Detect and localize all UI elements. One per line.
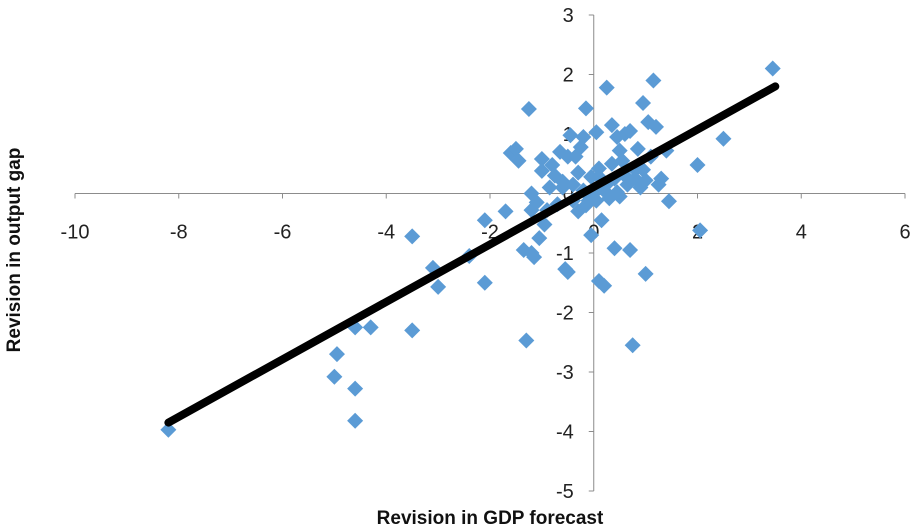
x-tick-label: -10 bbox=[61, 222, 90, 244]
trendline bbox=[164, 82, 780, 427]
data-point bbox=[559, 264, 576, 281]
y-tick-marks bbox=[588, 14, 594, 492]
data-point bbox=[533, 162, 550, 179]
data-point bbox=[622, 242, 639, 259]
data-point bbox=[430, 278, 447, 295]
data-point bbox=[577, 100, 594, 117]
data-point bbox=[326, 368, 343, 385]
y-tick-label: 3 bbox=[563, 5, 574, 27]
data-point bbox=[653, 170, 670, 187]
data-point bbox=[404, 322, 421, 339]
y-tick-label: -4 bbox=[556, 422, 574, 444]
data-point bbox=[528, 194, 545, 211]
data-point bbox=[715, 130, 732, 147]
data-point bbox=[575, 128, 592, 145]
data-point bbox=[520, 101, 537, 118]
axes bbox=[74, 14, 906, 492]
x-tick-label: 6 bbox=[899, 222, 910, 244]
data-point bbox=[603, 117, 620, 134]
data-point bbox=[588, 124, 605, 141]
data-point bbox=[692, 222, 709, 239]
data-point bbox=[510, 152, 527, 169]
data-point bbox=[764, 60, 781, 77]
x-tick-label: -8 bbox=[170, 222, 188, 244]
data-point bbox=[533, 150, 550, 167]
y-axis-title: Revision in output gap bbox=[4, 148, 25, 353]
data-point bbox=[629, 140, 646, 157]
data-point bbox=[593, 212, 610, 229]
data-point bbox=[583, 227, 600, 244]
data-point bbox=[635, 95, 652, 112]
data-point bbox=[645, 72, 662, 89]
data-point bbox=[588, 192, 605, 209]
data-point bbox=[347, 380, 364, 397]
y-tick-label: -2 bbox=[556, 303, 574, 325]
y-tick-label: -1 bbox=[556, 243, 574, 265]
data-point bbox=[606, 240, 623, 257]
scatter-points bbox=[160, 60, 781, 438]
x-tick-label: 4 bbox=[796, 222, 807, 244]
data-point bbox=[598, 79, 615, 96]
data-point bbox=[160, 421, 177, 438]
data-point bbox=[328, 346, 345, 363]
y-tick-label: -3 bbox=[556, 362, 574, 384]
data-point bbox=[476, 274, 493, 291]
data-point bbox=[541, 179, 558, 196]
x-tick-label: -6 bbox=[274, 222, 292, 244]
data-point bbox=[637, 265, 654, 282]
y-tick-label: 2 bbox=[563, 65, 574, 87]
x-tick-label: -4 bbox=[377, 222, 395, 244]
data-point bbox=[497, 203, 514, 220]
data-point bbox=[562, 127, 579, 144]
data-point bbox=[637, 172, 654, 189]
data-point bbox=[648, 118, 664, 135]
data-point bbox=[565, 176, 581, 193]
data-point bbox=[347, 412, 364, 429]
y-tick-labels: 3210-1-2-3-4-5 bbox=[556, 5, 574, 503]
data-point bbox=[404, 228, 421, 245]
x-tick-marks bbox=[74, 193, 906, 199]
data-point bbox=[544, 156, 561, 173]
data-point bbox=[518, 332, 535, 349]
data-point bbox=[611, 188, 628, 205]
data-point bbox=[624, 337, 641, 354]
data-point bbox=[640, 114, 657, 131]
data-point bbox=[362, 319, 379, 336]
data-point bbox=[596, 277, 613, 294]
data-point bbox=[531, 230, 548, 247]
y-tick-label: -5 bbox=[556, 481, 574, 503]
data-point bbox=[570, 164, 587, 181]
data-point bbox=[507, 140, 524, 157]
data-point bbox=[622, 123, 639, 140]
y-tick-label: 0 bbox=[563, 184, 574, 206]
data-point bbox=[590, 160, 607, 177]
data-point bbox=[660, 193, 677, 210]
data-point bbox=[476, 212, 493, 229]
data-point bbox=[689, 156, 706, 173]
x-axis-title: Revision in GDP forecast bbox=[377, 508, 604, 529]
data-point bbox=[526, 249, 543, 266]
